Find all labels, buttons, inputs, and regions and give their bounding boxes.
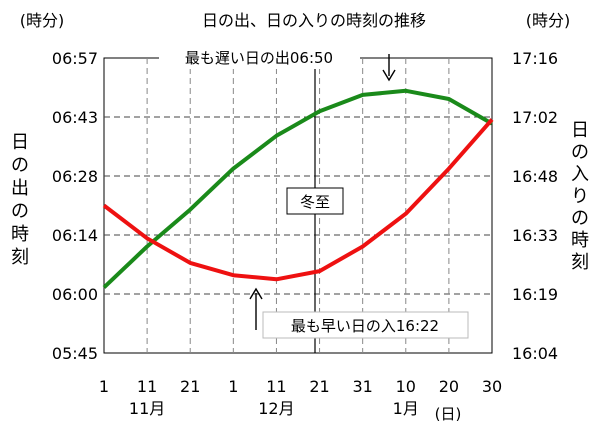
left-axis-unit: (時分) bbox=[20, 11, 65, 30]
x-tick-label: 30 bbox=[482, 377, 502, 396]
right-axis-title-char: 時 bbox=[571, 230, 589, 251]
latest-sunrise-label: 最も遅い日の出06:50 bbox=[185, 49, 333, 67]
left-tick-label: 06:43 bbox=[52, 108, 98, 127]
x-tick-label: 1 bbox=[228, 377, 238, 396]
x-tick-label: 21 bbox=[309, 377, 329, 396]
right-axis-unit: (時分) bbox=[526, 11, 571, 30]
x-month-label: 12月 bbox=[258, 399, 294, 418]
right-tick-label: 16:33 bbox=[512, 226, 558, 245]
right-tick-label: 16:04 bbox=[512, 344, 558, 363]
right-tick-labels: 17:16 17:02 16:48 16:33 16:19 16:04 bbox=[512, 49, 558, 363]
right-axis-title: 日の入りの時刻 bbox=[571, 120, 589, 273]
x-tick-label: 10 bbox=[396, 377, 416, 396]
left-axis-title-char: の bbox=[11, 201, 29, 222]
sunrise-series-line bbox=[102, 88, 493, 289]
x-axis-unit: (日) bbox=[435, 405, 462, 423]
right-axis-title-char: の bbox=[571, 208, 589, 229]
left-axis-title-char: 出 bbox=[11, 178, 29, 199]
x-tick-label: 31 bbox=[352, 377, 372, 396]
x-tick-label: 21 bbox=[180, 377, 200, 396]
right-axis-title-char: 入 bbox=[571, 164, 589, 185]
right-tick-label: 17:02 bbox=[512, 108, 558, 127]
x-tick-label: 11 bbox=[137, 377, 157, 396]
x-month-label: 11月 bbox=[129, 399, 165, 418]
left-tick-labels: 06:57 06:43 06:28 06:14 06:00 05:45 bbox=[52, 49, 98, 363]
latest-sunrise-box bbox=[159, 45, 360, 69]
left-axis-title-char: 時 bbox=[11, 224, 29, 245]
x-tick-label: 1 bbox=[99, 377, 109, 396]
right-axis-title-char: 日 bbox=[571, 120, 589, 141]
left-tick-label: 06:57 bbox=[52, 49, 98, 68]
x-tick-label: 20 bbox=[439, 377, 459, 396]
earliest-sunset-box bbox=[262, 311, 469, 339]
right-tick-label: 17:16 bbox=[512, 49, 558, 68]
latest-sunrise-arrow-head bbox=[382, 69, 396, 82]
right-axis-title-char: り bbox=[571, 186, 589, 207]
left-axis-title-char: の bbox=[11, 155, 29, 176]
winter-solstice-label: 冬至 bbox=[300, 193, 330, 211]
right-axis-title-char: 刻 bbox=[571, 252, 589, 273]
left-axis-title-char: 刻 bbox=[11, 247, 29, 268]
sunset-series-line bbox=[102, 118, 494, 282]
left-axis-title-char: 日 bbox=[11, 132, 29, 153]
left-tick-label: 06:28 bbox=[52, 167, 98, 186]
right-tick-label: 16:19 bbox=[512, 285, 558, 304]
right-tick-label: 16:48 bbox=[512, 167, 558, 186]
gridlines bbox=[104, 58, 492, 353]
x-month-label: 1月 bbox=[393, 399, 419, 418]
earliest-sunset-label: 最も早い日の入16:22 bbox=[291, 317, 439, 335]
earliest-sunset-arrow-head bbox=[249, 287, 263, 300]
left-tick-label: 06:00 bbox=[52, 285, 98, 304]
left-tick-label: 05:45 bbox=[52, 344, 98, 363]
winter-solstice-box bbox=[286, 187, 344, 215]
x-tick-label: 11 bbox=[266, 377, 286, 396]
left-tick-label: 06:14 bbox=[52, 226, 98, 245]
chart-title: 日の出、日の入りの時刻の推移 bbox=[202, 11, 426, 30]
right-axis-title-char: の bbox=[571, 142, 589, 163]
